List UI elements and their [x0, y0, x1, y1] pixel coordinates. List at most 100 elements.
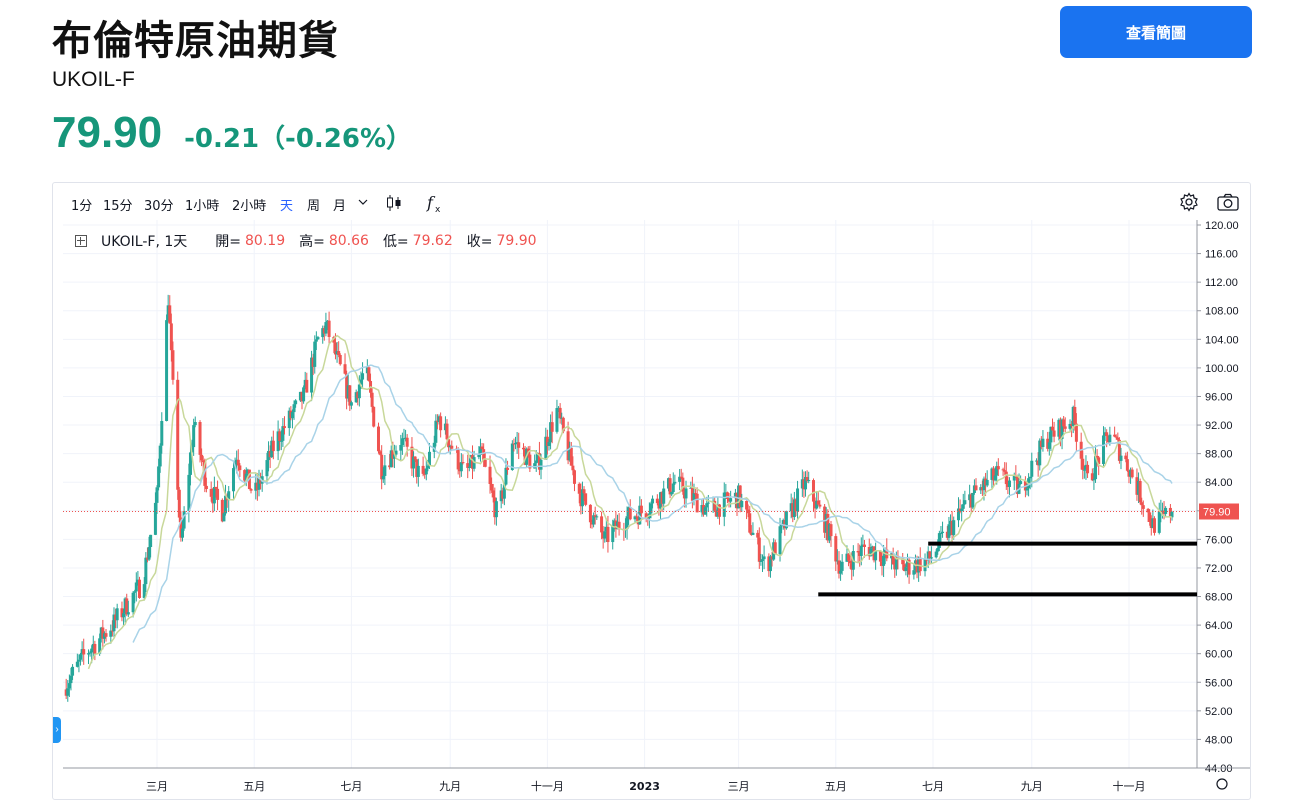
candle-body — [773, 542, 777, 555]
candle-body — [1106, 436, 1110, 443]
candle-body — [993, 475, 997, 481]
candle-body — [458, 469, 462, 472]
candle-body — [695, 493, 699, 513]
candle-body — [612, 520, 616, 527]
candle-body — [789, 503, 793, 512]
candle-body — [1028, 476, 1032, 479]
candle-body — [1049, 426, 1053, 443]
candle-body — [1108, 434, 1112, 443]
candle-body — [757, 537, 761, 562]
candle-body — [659, 492, 663, 509]
candle-body — [792, 499, 796, 518]
candle-body — [153, 502, 157, 535]
candle-body — [985, 479, 989, 486]
candle-body — [601, 532, 605, 539]
candle-body — [673, 481, 677, 484]
candle-body — [850, 563, 854, 570]
candle-body — [316, 337, 320, 340]
candle-body — [434, 420, 438, 443]
interval-day[interactable]: 天 — [280, 199, 294, 214]
candle-body — [267, 450, 271, 461]
candle-body — [1060, 419, 1064, 440]
candle-body — [929, 557, 933, 559]
add-symbol-icon[interactable] — [75, 235, 87, 247]
axis-settings-icon[interactable] — [1216, 778, 1228, 790]
candle-body — [936, 548, 940, 552]
legend-symbol[interactable]: UKOIL-F, 1天 — [101, 234, 188, 250]
candle-body — [974, 485, 978, 491]
candle-body — [142, 584, 146, 598]
candle-body — [255, 482, 259, 490]
chevron-down-icon[interactable] — [358, 198, 368, 206]
candle-body — [254, 482, 258, 491]
camera-icon[interactable] — [1216, 192, 1240, 212]
candle-body — [1025, 488, 1029, 491]
candle-body — [412, 456, 416, 469]
interval-1h[interactable]: 1小時 — [185, 199, 220, 214]
interval-1m[interactable]: 1分 — [71, 199, 93, 214]
settings-icon[interactable] — [1179, 192, 1199, 212]
candle-body — [147, 547, 151, 560]
candle-body — [443, 423, 447, 431]
candle-body — [477, 454, 481, 458]
view-chart-button[interactable]: 查看簡圖 — [1060, 6, 1252, 58]
candle-body — [904, 567, 908, 571]
interval-15m[interactable]: 15分 — [103, 199, 133, 214]
candle-body — [1137, 481, 1141, 495]
candle-body — [313, 341, 317, 367]
candle-body — [725, 492, 729, 500]
candle-body — [466, 463, 470, 468]
candle-body — [905, 559, 909, 568]
legend-open: 80.19 — [245, 233, 286, 249]
candle-body — [149, 534, 153, 548]
candle-body — [456, 449, 460, 470]
candle-body — [77, 659, 81, 662]
candle-body — [700, 505, 704, 513]
candle-body — [200, 454, 204, 461]
candle-body — [611, 526, 615, 543]
candle-body — [593, 515, 597, 517]
scroll-left-button[interactable]: › — [53, 717, 61, 743]
candle-body — [858, 552, 862, 556]
legend-low-label: 低= — [382, 234, 409, 250]
candle-body — [321, 328, 325, 338]
candle-body — [580, 489, 584, 507]
candle-body — [625, 516, 629, 530]
indicators-icon[interactable]: f x — [425, 193, 443, 213]
candle-body — [416, 465, 420, 477]
price-chart[interactable]: 120.00 116.00 112.00 108.00 104.00 100.00 96.0… — [53, 183, 1250, 799]
candle-body — [324, 322, 328, 334]
candle-body — [1047, 442, 1051, 449]
candle-body — [82, 649, 86, 655]
candle-body — [1162, 510, 1166, 514]
candle-body — [333, 342, 337, 355]
candle-body — [244, 473, 248, 481]
candle-body — [1113, 434, 1117, 437]
candle-body — [1119, 455, 1123, 461]
candle-body — [918, 557, 922, 572]
candle-body — [1160, 510, 1164, 512]
candle-body — [646, 517, 650, 519]
interval-30m[interactable]: 30分 — [144, 199, 174, 214]
candle-body — [243, 470, 247, 481]
interval-week[interactable]: 周 — [307, 199, 321, 214]
interval-2h[interactable]: 2小時 — [232, 199, 267, 214]
candle-body — [714, 510, 718, 517]
candle-body — [1125, 459, 1129, 471]
candle-body — [902, 564, 906, 571]
candle-body — [432, 442, 436, 452]
candle-body — [102, 633, 106, 639]
y-tick-label: 44.00 — [1205, 763, 1233, 775]
candle-body — [478, 446, 482, 455]
interval-month[interactable]: 月 — [333, 199, 347, 214]
candle-body — [557, 407, 561, 409]
candle-body — [572, 470, 576, 484]
candle-body — [357, 384, 361, 399]
candle-body — [827, 524, 831, 541]
candle-body — [392, 454, 396, 459]
candle-body — [537, 453, 541, 470]
candle-body — [925, 559, 929, 561]
legend-high-label: 高= — [299, 234, 325, 250]
candles-icon[interactable] — [385, 193, 403, 213]
candle-body — [349, 402, 353, 406]
